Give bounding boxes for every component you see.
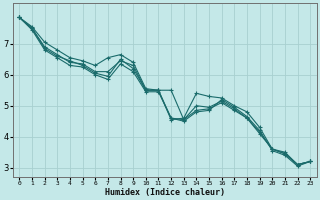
- X-axis label: Humidex (Indice chaleur): Humidex (Indice chaleur): [105, 188, 225, 197]
